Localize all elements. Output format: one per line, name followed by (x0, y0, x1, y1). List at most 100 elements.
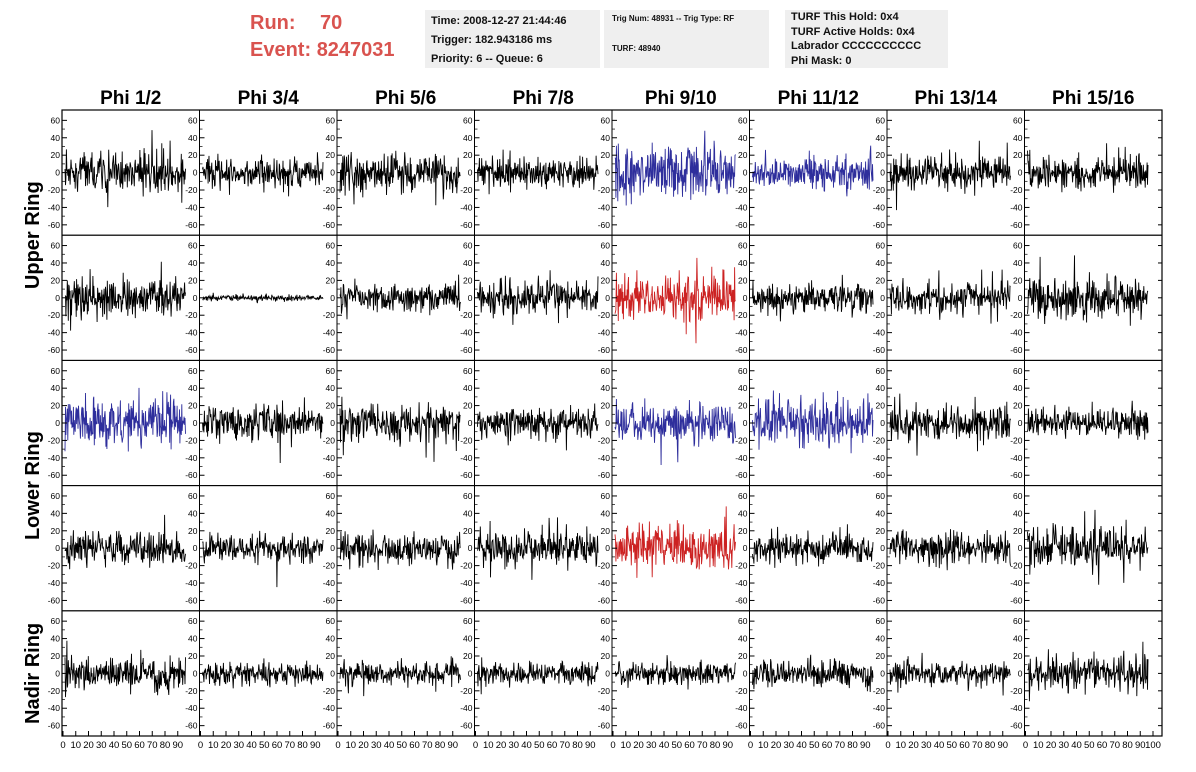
ytick-label: 20 (51, 526, 61, 536)
ytick-label: -40 (185, 202, 198, 212)
ytick-label: -20 (460, 310, 473, 320)
ytick-label: 20 (738, 275, 748, 285)
ytick-label: 60 (738, 616, 748, 626)
ytick-label: -20 (598, 310, 611, 320)
ytick-label: 0 (605, 668, 610, 678)
ytick-label: -20 (460, 561, 473, 571)
ytick-label: -20 (1010, 561, 1023, 571)
xtick-label: 90 (860, 740, 871, 751)
ytick-label: -40 (1010, 453, 1023, 463)
ytick-label: 0 (55, 418, 60, 428)
xtick-label: 40 (246, 740, 257, 751)
waveform-trace-r4-c1 (64, 514, 186, 570)
ytick-label: 20 (326, 401, 336, 411)
ytick-label: -60 (323, 470, 336, 480)
ytick-label: 0 (55, 668, 60, 678)
ytick-label: -20 (185, 561, 198, 571)
ytick-label: 60 (463, 115, 473, 125)
ytick-label: 20 (326, 275, 336, 285)
ytick-label: 40 (188, 133, 198, 143)
ytick-label: 60 (51, 241, 61, 251)
waveform-trace-r3-c1 (64, 387, 186, 452)
ytick-label: 0 (743, 293, 748, 303)
ytick-label: 40 (601, 508, 611, 518)
waveform-trace-r4-c3 (339, 529, 461, 571)
ytick-label: 20 (188, 651, 198, 661)
ytick-label: 40 (601, 383, 611, 393)
waveform-trace-r4-c8 (1027, 509, 1149, 585)
ytick-label: -60 (598, 220, 611, 230)
waveform-trace-r3-c8 (1027, 400, 1149, 440)
ytick-label: -40 (598, 202, 611, 212)
ytick-label: -20 (48, 310, 61, 320)
ytick-label: -60 (598, 595, 611, 605)
column-title-1: Phi 1/2 (100, 88, 161, 109)
ytick-label: -40 (323, 202, 336, 212)
ytick-label: -20 (1010, 435, 1023, 445)
xtick-label: 40 (1071, 740, 1082, 751)
ytick-label: 20 (738, 150, 748, 160)
ytick-label: 40 (326, 508, 336, 518)
column-title-2: Phi 3/4 (238, 88, 300, 109)
column-title-7: Phi 13/14 (915, 88, 998, 109)
waveform-trace-r3-c7 (889, 393, 1011, 456)
ytick-label: 60 (326, 491, 336, 501)
ytick-label: -60 (460, 345, 473, 355)
xtick-label: 20 (771, 740, 782, 751)
waveform-trace-r5-c2 (202, 658, 324, 689)
phi-mask-text: Phi Mask: 0 (791, 54, 852, 67)
ytick-label: 60 (1013, 366, 1023, 376)
waveform-trace-r2-c1 (64, 261, 186, 331)
ytick-label: -60 (185, 220, 198, 230)
ytick-label: -20 (460, 686, 473, 696)
ytick-label: 40 (876, 133, 886, 143)
ytick-label: -40 (323, 703, 336, 713)
ytick-label: 20 (1013, 651, 1023, 661)
ytick-label: 60 (601, 491, 611, 501)
xtick-label: 50 (259, 740, 270, 751)
ytick-label: 0 (880, 418, 885, 428)
ytick-label: 60 (326, 115, 336, 125)
ytick-label: -60 (323, 220, 336, 230)
ytick-label: 0 (55, 543, 60, 553)
ytick-label: 20 (601, 150, 611, 160)
xtick-label: 0 (748, 740, 753, 751)
ring-label-2: Lower Ring (22, 431, 44, 540)
xtick-label: 50 (534, 740, 545, 751)
ytick-label: 0 (605, 293, 610, 303)
waveform-trace-r1-c5 (614, 130, 736, 206)
ytick-label: -40 (48, 328, 61, 338)
waveform-trace-r1-c2 (202, 152, 324, 197)
panel-frame-r4-c7 (886, 485, 1025, 612)
ytick-label: -40 (323, 328, 336, 338)
ytick-label: -40 (323, 453, 336, 463)
ytick-label: -20 (598, 185, 611, 195)
ytick-label: -60 (873, 345, 886, 355)
ytick-label: 0 (193, 293, 198, 303)
ytick-label: 0 (880, 293, 885, 303)
xtick-label: 10 (1033, 740, 1044, 751)
ytick-label: 20 (1013, 401, 1023, 411)
ytick-label: -60 (735, 721, 748, 731)
ytick-label: 40 (188, 634, 198, 644)
ytick-label: -20 (48, 561, 61, 571)
ytick-label: 20 (601, 275, 611, 285)
waveform-trace-r3-c6 (752, 390, 874, 454)
ytick-label: 20 (876, 526, 886, 536)
ytick-label: -60 (460, 470, 473, 480)
ytick-label: 60 (601, 241, 611, 251)
waveform-trace-r4-c4 (477, 517, 599, 580)
xtick-label: 60 (822, 740, 833, 751)
trig-num-info: Trig Num: 48931 -- Trig Type: RF TURF: 4… (604, 10, 769, 68)
ytick-label: -60 (323, 721, 336, 731)
xtick-label: 90 (447, 740, 458, 751)
ytick-label: -20 (1010, 686, 1023, 696)
waveform-trace-r4-c7 (889, 529, 1011, 571)
ytick-label: -20 (873, 185, 886, 195)
ytick-label: -60 (48, 595, 61, 605)
xtick-label: 0 (885, 740, 890, 751)
ytick-label: 60 (51, 616, 61, 626)
xtick-label: 10 (895, 740, 906, 751)
xtick-label: 90 (722, 740, 733, 751)
waveform-trace-r4-c6 (752, 524, 874, 568)
